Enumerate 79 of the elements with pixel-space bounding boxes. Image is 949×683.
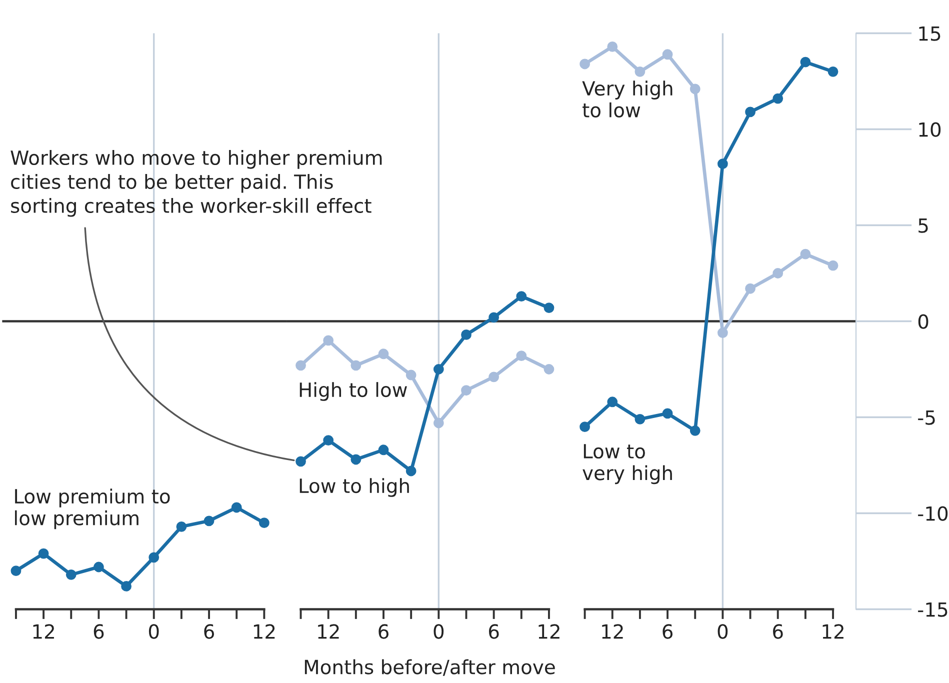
point xyxy=(406,370,416,380)
point xyxy=(406,466,416,476)
x-tick-label: 6 xyxy=(773,624,783,639)
point xyxy=(461,385,472,396)
series-label: Low to high xyxy=(300,478,409,497)
point xyxy=(800,248,811,260)
point xyxy=(516,350,527,362)
y-tick-label: 5 xyxy=(918,218,928,233)
point xyxy=(607,396,618,408)
x-tick-label: 0 xyxy=(718,624,728,639)
point xyxy=(176,521,187,532)
point xyxy=(258,518,270,528)
point xyxy=(772,93,784,104)
point xyxy=(634,66,646,77)
x-tick-label: 6 xyxy=(204,624,214,639)
point xyxy=(516,291,527,302)
annotation: Workers who move to higher premium cities tend to be better paid. This sorting creates the worker-skill effect xyxy=(10,150,382,217)
point xyxy=(717,328,728,338)
x-tick-label: 6 xyxy=(662,624,672,639)
point xyxy=(607,41,618,52)
point xyxy=(717,158,728,170)
x-tick-label: 6 xyxy=(378,624,388,639)
point xyxy=(662,408,673,419)
point xyxy=(148,552,160,563)
y-tick-label: 0 xyxy=(918,314,928,329)
point xyxy=(350,454,362,465)
point xyxy=(800,56,811,68)
point xyxy=(121,580,132,592)
point xyxy=(10,566,22,576)
point xyxy=(350,360,362,371)
point xyxy=(296,456,306,467)
point xyxy=(94,562,104,572)
point xyxy=(488,372,500,382)
point xyxy=(231,502,242,513)
x-axis-title: Months before/after move xyxy=(304,659,555,676)
x-tick-label: 12 xyxy=(33,624,54,639)
point xyxy=(544,364,554,374)
point xyxy=(745,106,756,118)
point xyxy=(690,425,700,436)
point xyxy=(66,569,76,580)
point xyxy=(323,335,334,346)
point xyxy=(38,548,49,559)
x-tick-label: 12 xyxy=(538,624,560,639)
point xyxy=(433,364,444,374)
x-tick-label: 6 xyxy=(94,624,104,639)
series-label: High to low xyxy=(300,382,407,401)
point xyxy=(488,312,500,323)
x-tick-label: 12 xyxy=(254,624,275,639)
point xyxy=(204,516,214,526)
y-tick-label: -15 xyxy=(918,602,948,617)
point xyxy=(662,49,673,60)
series-label: Low to very high xyxy=(582,444,672,484)
point xyxy=(828,66,838,77)
point xyxy=(634,414,646,424)
y-tick-label: -10 xyxy=(918,506,948,521)
x-tick-label: 12 xyxy=(602,624,623,639)
y-tick-label: -5 xyxy=(918,410,935,425)
point xyxy=(745,283,756,294)
point xyxy=(828,260,838,271)
point xyxy=(461,329,472,340)
series-label: Very high to low xyxy=(582,80,672,118)
point xyxy=(296,360,306,371)
point xyxy=(690,84,700,94)
point xyxy=(323,435,334,446)
point xyxy=(580,58,590,70)
x-tick-label: 12 xyxy=(318,624,339,639)
point xyxy=(433,418,444,428)
point xyxy=(378,444,389,456)
series-label: Low premium to low premium xyxy=(15,488,170,530)
point xyxy=(378,348,389,360)
x-tick-label: 6 xyxy=(488,624,499,639)
x-tick-label: 12 xyxy=(822,624,844,639)
point xyxy=(580,422,590,432)
point xyxy=(772,268,784,278)
y-tick-label: 10 xyxy=(919,122,941,137)
x-tick-label: 0 xyxy=(434,624,444,639)
x-tick-label: 0 xyxy=(148,624,159,639)
point xyxy=(544,302,554,314)
y-tick-label: 15 xyxy=(919,26,940,41)
